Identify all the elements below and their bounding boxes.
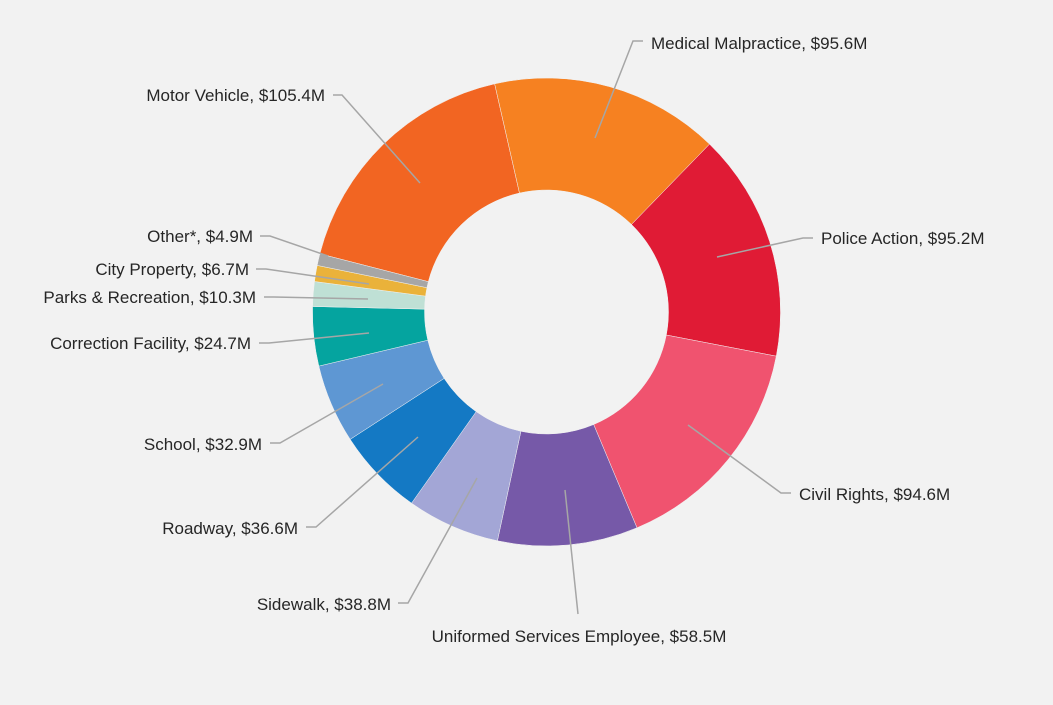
leader-line [687,424,791,494]
data-label: Civil Rights, $94.6M [799,485,950,504]
slice-civil-rights [593,334,777,529]
data-label: School, $32.9M [144,435,262,454]
leader-line [564,489,579,615]
data-label: Uniformed Services Employee, $58.5M [432,627,727,646]
leader-line [306,436,419,528]
leader-line [716,237,813,258]
data-label: Police Action, $95.2M [821,229,984,248]
slice-medical-malpractice [494,77,710,225]
leader-line [256,268,370,285]
leader-line [398,477,478,604]
slices [312,77,781,547]
data-label: Sidewalk, $38.8M [257,595,391,614]
data-label: Medical Malpractice, $95.6M [651,34,867,53]
data-label: Correction Facility, $24.7M [50,334,251,353]
leader-line [270,383,384,444]
slice-police-action [631,143,781,357]
data-label: Other*, $4.9M [147,227,253,246]
data-label: City Property, $6.7M [95,260,249,279]
leader-line [594,40,643,139]
leader-line [259,332,370,344]
leader-lines [256,40,813,615]
data-labels: Motor Vehicle, $105.4M Medical Malpractic… [43,34,984,646]
data-label: Roadway, $36.6M [162,519,298,538]
leader-line [264,296,369,300]
data-label: Parks & Recreation, $10.3M [43,288,256,307]
leader-line [333,94,421,184]
slice-other [316,253,429,289]
leader-line [260,235,329,257]
data-label: Motor Vehicle, $105.4M [146,86,325,105]
